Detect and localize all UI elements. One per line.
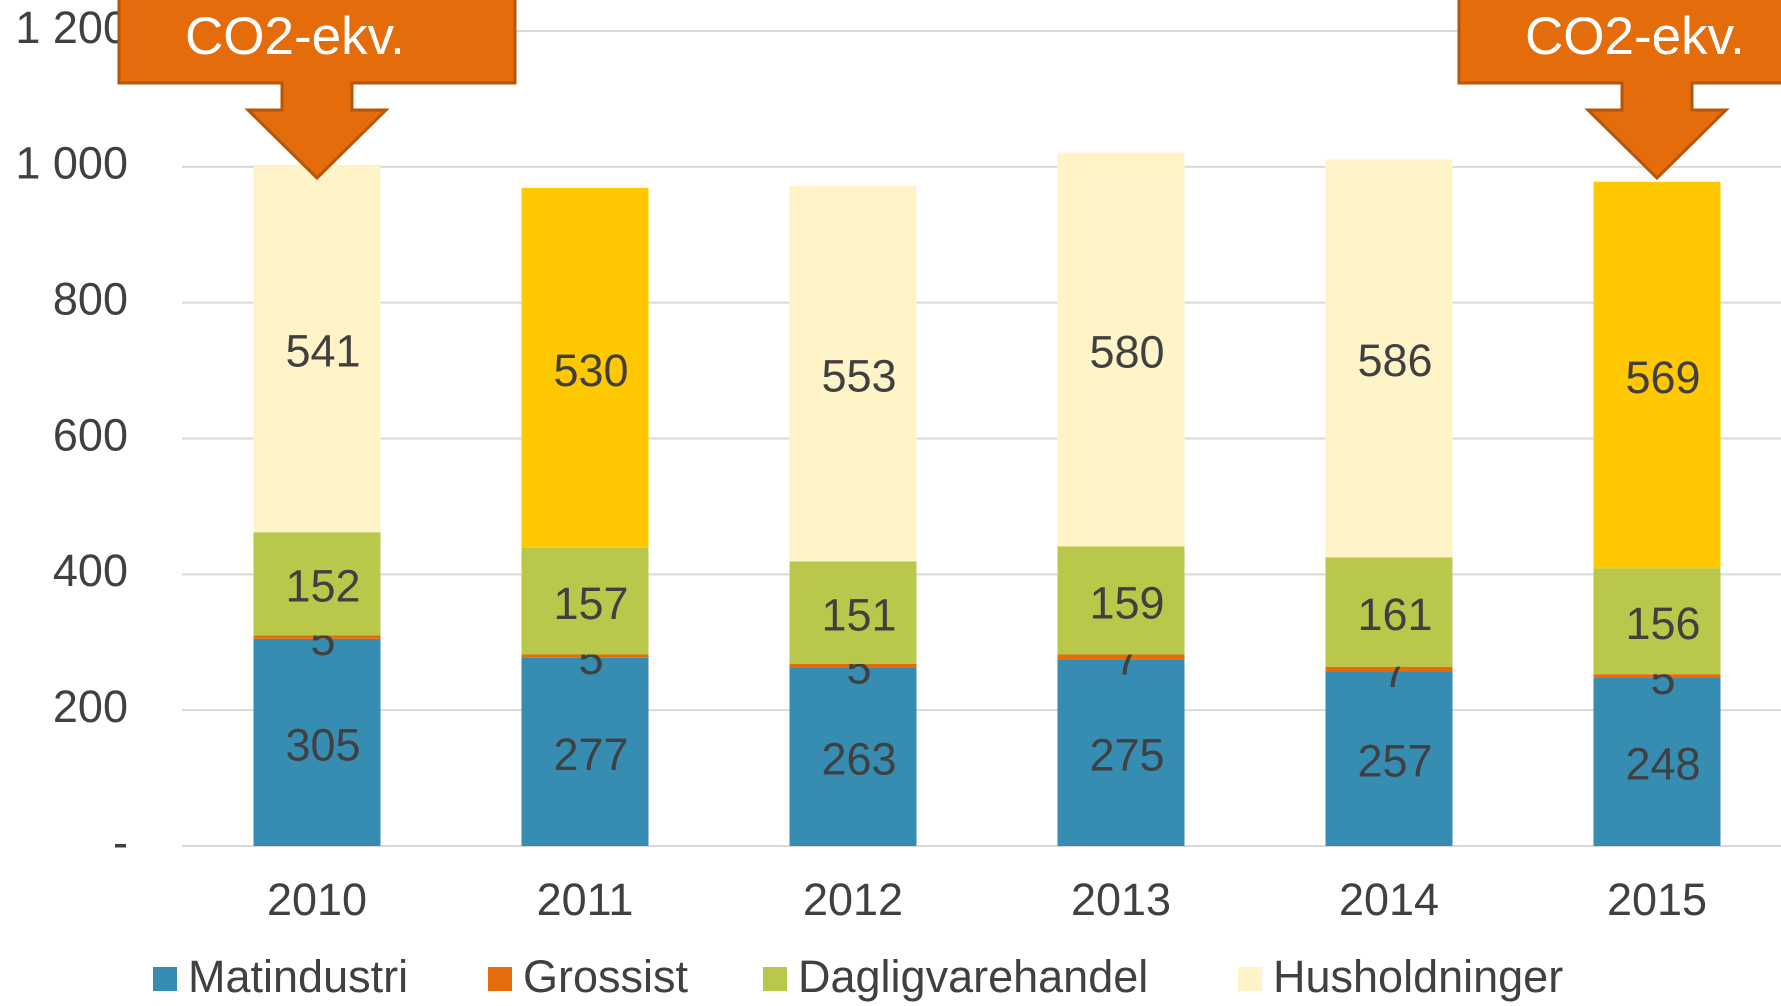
y-tick-label: 400 [53, 545, 128, 596]
data-label: 161 [1357, 589, 1432, 640]
bar-segment [521, 654, 649, 658]
legend-swatch [153, 967, 177, 991]
bar-segment [521, 187, 649, 548]
data-label: 248 [1625, 739, 1700, 790]
data-label: 156 [1625, 598, 1700, 649]
x-tick-label: 2010 [267, 874, 367, 925]
data-label: 152 [285, 561, 360, 612]
annotation-arrow [117, 0, 517, 181]
data-label: 151 [821, 590, 896, 641]
y-tick-label: 1 000 [15, 138, 128, 189]
x-tick-label: 2012 [803, 874, 903, 925]
data-label: 159 [1089, 577, 1164, 628]
y-tick-label: 800 [53, 274, 128, 325]
data-label: 530 [553, 345, 628, 396]
y-tick-label: 200 [53, 681, 128, 732]
legend-label: Grossist [523, 951, 689, 1002]
bar-segment [1593, 568, 1721, 675]
bar-segment [1057, 152, 1185, 547]
bar-segment [253, 638, 381, 846]
bar-segment [1593, 181, 1721, 569]
bar-segment [1057, 654, 1185, 660]
legend-swatch [1238, 967, 1262, 991]
annotation-text: CO2-ekv. [185, 7, 405, 66]
x-tick-label: 2015 [1607, 874, 1707, 925]
bar-segment [253, 635, 381, 639]
data-label: 257 [1357, 736, 1432, 787]
data-label: 305 [285, 719, 360, 770]
x-tick-label: 2013 [1071, 874, 1171, 925]
bar-segment [1325, 666, 1453, 672]
bar-segment [1057, 659, 1185, 846]
data-label: 580 [1089, 326, 1164, 377]
bar-segment [1057, 546, 1185, 655]
data-label: 277 [553, 729, 628, 780]
data-label: 569 [1625, 352, 1700, 403]
y-tick-label: 1 200 [15, 2, 128, 53]
y-tick-label: - [113, 817, 128, 868]
bar-segment [1593, 674, 1721, 678]
bar-segment [1325, 671, 1453, 846]
data-label: 263 [821, 734, 896, 785]
legend-swatch [763, 967, 787, 991]
data-label: 275 [1089, 730, 1164, 781]
x-tick-label: 2014 [1339, 874, 1439, 925]
legend-label: Dagligvarehandel [798, 951, 1148, 1002]
data-label: 553 [821, 351, 896, 402]
data-label: 157 [553, 578, 628, 629]
annotation-arrow [1457, 0, 1781, 181]
bar-segment [1325, 159, 1453, 558]
bar-segment [789, 561, 917, 664]
legend-swatch [488, 967, 512, 991]
x-tick-label: 2011 [537, 874, 634, 925]
bar-segment [789, 185, 917, 562]
bar-segment [789, 663, 917, 668]
bar-segment [521, 657, 649, 846]
bar-segment [789, 667, 917, 846]
data-label: 586 [1357, 335, 1432, 386]
bar-segment [1593, 677, 1721, 846]
data-label: 541 [285, 325, 360, 376]
legend-label: Matindustri [188, 951, 408, 1002]
bar-segment [253, 532, 381, 636]
bar-segment [253, 164, 381, 533]
legend-label: Husholdninger [1273, 951, 1563, 1002]
annotation-text: CO2-ekv. [1525, 7, 1745, 66]
y-tick-label: 600 [53, 409, 128, 460]
bar-segment [521, 547, 649, 655]
bar-segment [1325, 557, 1453, 667]
